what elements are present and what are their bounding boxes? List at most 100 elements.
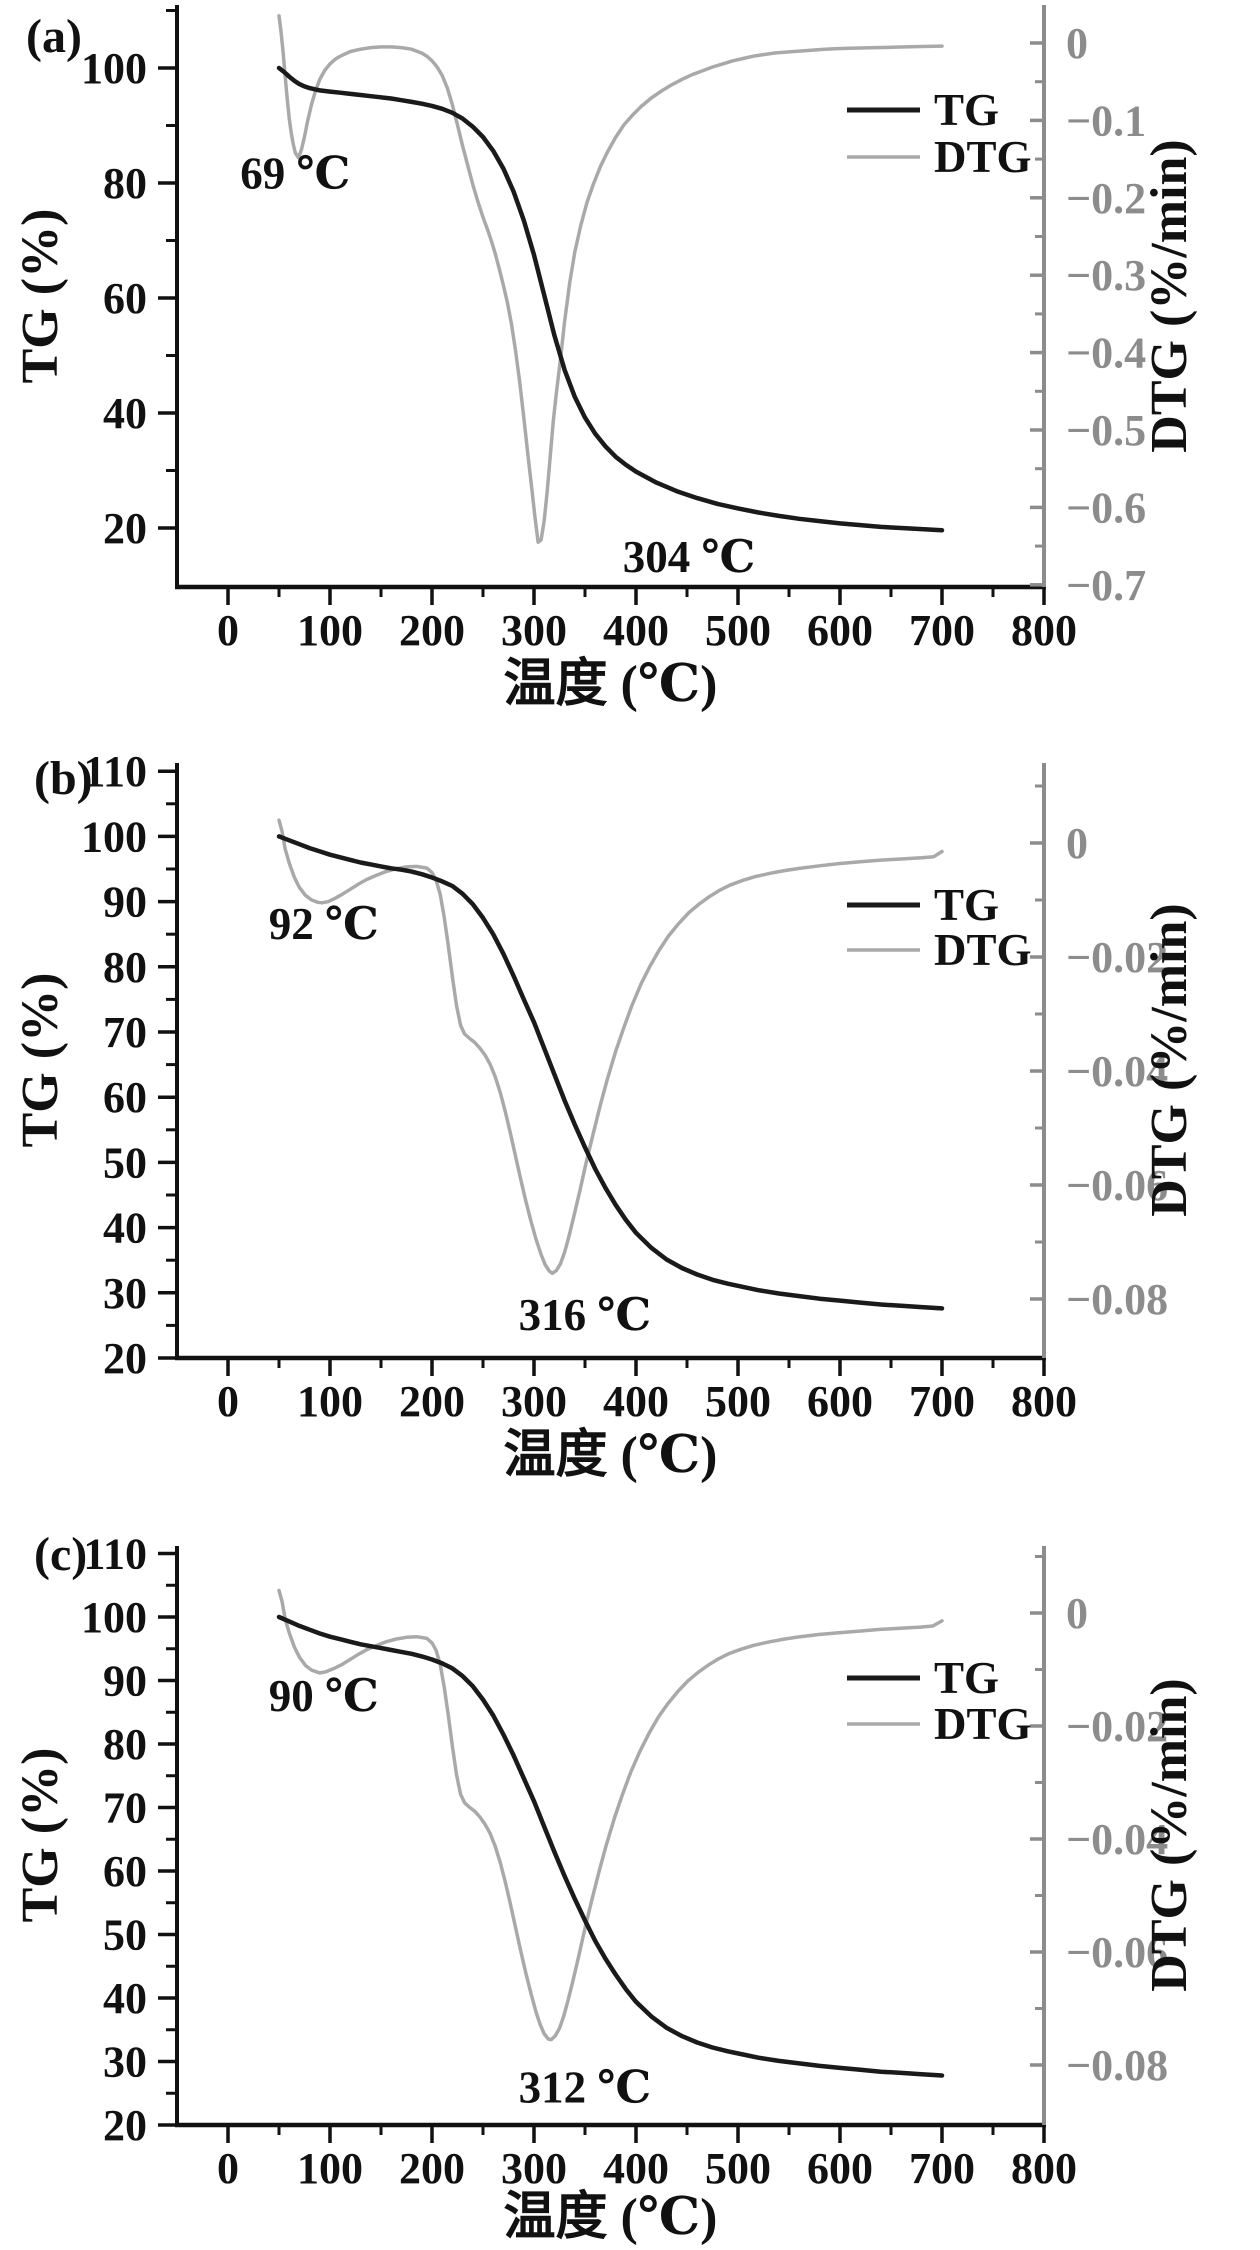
tg-tick-label: 20 xyxy=(103,1334,147,1383)
x-tick-label: 300 xyxy=(501,1377,567,1426)
tg-tick-label: 30 xyxy=(103,1269,147,1318)
x-tick-label: 0 xyxy=(217,2144,239,2193)
x-tick-label: 300 xyxy=(501,2144,567,2193)
dtg-tick-label: −0.04 xyxy=(1066,1815,1168,1864)
legend-tg-label: TG xyxy=(934,85,999,135)
dtg-tick-label: −0.06 xyxy=(1066,1161,1168,1210)
chart-c: 0 100 200 300 400 500 600 700 800 20 30 40 50 60 70 80 9… xyxy=(12,1528,1198,2246)
tg-tick-label: 100 xyxy=(81,44,147,93)
tg-tick-label: 30 xyxy=(103,2038,147,2087)
dtg-tick-label: −0.08 xyxy=(1066,1275,1168,1324)
dtg-tick-label: −0.3 xyxy=(1066,251,1146,300)
x-tick-label: 500 xyxy=(705,1377,771,1426)
x-tick-label: 800 xyxy=(1011,2144,1077,2193)
tg-tick-label: 90 xyxy=(103,878,147,927)
tg-tick-label: 110 xyxy=(83,750,147,796)
x-tick-label: 600 xyxy=(807,1377,873,1426)
legend-dtg-label: DTG xyxy=(934,925,1032,975)
annotation: 90 ℃ xyxy=(269,1671,379,1721)
tg-tick-label: 110 xyxy=(83,1530,147,1579)
annotation: 92 ℃ xyxy=(269,899,379,949)
tg-tick-label: 60 xyxy=(103,274,147,323)
x-tick-label: 700 xyxy=(909,606,975,655)
panel-label: (c) xyxy=(34,1528,87,1581)
tg-tick-label: 50 xyxy=(103,1138,147,1187)
panel-label: (b) xyxy=(34,752,93,805)
x-tick-label: 500 xyxy=(705,2144,771,2193)
tg-tick-label: 100 xyxy=(81,1593,147,1642)
tg-tick-label: 90 xyxy=(103,1657,147,1706)
tg-tick-label: 20 xyxy=(103,504,147,553)
dtg-tick-label: −0.06 xyxy=(1066,1928,1168,1977)
left-axis-title: TG (%) xyxy=(12,973,69,1148)
annotation: 312 ℃ xyxy=(519,2062,652,2112)
tg-tick-label: 40 xyxy=(103,1974,147,2023)
dtg-tick-label: 0 xyxy=(1066,19,1088,68)
dtg-tick-label: −0.08 xyxy=(1066,2041,1168,2090)
x-tick-label: 600 xyxy=(807,606,873,655)
tg-tick-label: 60 xyxy=(103,1847,147,1896)
right-axis-title: DTG (%/min) xyxy=(1141,1678,1198,1991)
annotation: 304 ℃ xyxy=(623,532,756,582)
tg-tick-label: 100 xyxy=(81,812,147,861)
tg-tick-label: 40 xyxy=(103,1204,147,1253)
tg-tick-label: 70 xyxy=(103,1008,147,1057)
tg-tick-label: 80 xyxy=(103,1720,147,1769)
x-tick-label: 200 xyxy=(399,606,465,655)
right-axis-title: DTG (%/min) xyxy=(1141,903,1198,1216)
tg-curve xyxy=(276,65,945,533)
left-axis-title: TG (%) xyxy=(12,209,69,384)
x-tick-label: 600 xyxy=(807,2144,873,2193)
dtg-tick-label: −0.02 xyxy=(1066,1702,1168,1751)
tg-tick-label: 70 xyxy=(103,1784,147,1833)
x-tick-label: 200 xyxy=(399,1377,465,1426)
x-tick-label: 300 xyxy=(501,606,567,655)
annotation: 69 ℃ xyxy=(240,148,350,198)
x-tick-label: 800 xyxy=(1011,1377,1077,1426)
legend-dtg-label: DTG xyxy=(934,1699,1032,1749)
dtg-tick-label: −0.4 xyxy=(1066,329,1146,378)
annotation: 316 ℃ xyxy=(519,1290,652,1340)
tg-tick-label: 80 xyxy=(103,943,147,992)
x-tick-label: 500 xyxy=(705,606,771,655)
dtg-curve xyxy=(277,1588,944,2042)
tg-tick-label: 60 xyxy=(103,1073,147,1122)
panel-b: 0 100 200 300 400 500 600 700 800 20 30 40 50 60 70 80 9… xyxy=(0,750,1260,1500)
x-tick-label: 200 xyxy=(399,2144,465,2193)
legend-tg-label: TG xyxy=(934,1653,999,1703)
tg-tick-label: 20 xyxy=(103,2101,147,2150)
x-axis-title: 温度 (℃) xyxy=(504,655,718,713)
x-tick-label: 0 xyxy=(217,1377,239,1426)
panel-c: 0 100 200 300 400 500 600 700 800 20 30 40 50 60 70 80 9… xyxy=(0,1500,1260,2250)
dtg-tick-label: −0.1 xyxy=(1066,96,1146,145)
x-tick-label: 700 xyxy=(909,1377,975,1426)
x-axis-title: 温度 (℃) xyxy=(504,1426,718,1484)
panel-label: (a) xyxy=(26,10,82,63)
tg-tick-label: 50 xyxy=(103,1911,147,1960)
dtg-tick-label: 0 xyxy=(1066,819,1088,868)
right-axis-title: DTG (%/min) xyxy=(1141,139,1198,452)
dtg-tick-label: −0.02 xyxy=(1066,933,1168,982)
dtg-tick-label: −0.6 xyxy=(1066,483,1146,532)
legend-tg-label: TG xyxy=(934,880,999,930)
legend-dtg-label: DTG xyxy=(934,132,1032,182)
x-axis-title: 温度 (℃) xyxy=(504,2188,718,2246)
x-tick-label: 800 xyxy=(1011,606,1077,655)
tg-curve xyxy=(276,834,945,1311)
x-tick-label: 100 xyxy=(297,606,363,655)
dtg-tick-label: −0.5 xyxy=(1066,406,1146,455)
panel-a: 0 100 200 300 400 500 600 700 800 20 40 60 80 100 0 −0.… xyxy=(0,0,1260,750)
x-tick-label: 400 xyxy=(603,606,669,655)
x-tick-label: 100 xyxy=(297,2144,363,2193)
dtg-tick-label: 0 xyxy=(1066,1589,1088,1638)
x-tick-label: 400 xyxy=(603,2144,669,2193)
x-tick-label: 100 xyxy=(297,1377,363,1426)
x-tick-label: 400 xyxy=(603,1377,669,1426)
tg-tick-label: 40 xyxy=(103,389,147,438)
left-axis-title: TG (%) xyxy=(12,1748,69,1923)
dtg-tick-label: −0.04 xyxy=(1066,1047,1168,1096)
tg-tick-label: 80 xyxy=(103,159,147,208)
x-tick-label: 0 xyxy=(217,606,239,655)
x-tick-label: 700 xyxy=(909,2144,975,2193)
